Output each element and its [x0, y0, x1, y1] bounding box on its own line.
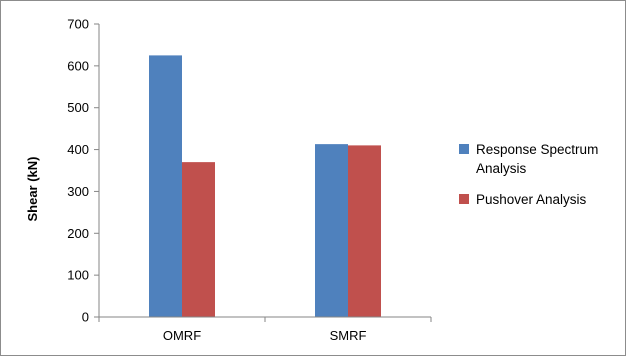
x-axis: OMRF SMRF: [98, 316, 432, 343]
bar-pushover-analysis-omrf: [182, 162, 215, 317]
y-tick-label: 400: [67, 142, 89, 157]
x-tick-label: SMRF: [330, 328, 367, 343]
y-axis-title: Shear (kN): [25, 156, 40, 221]
x-tick-label: OMRF: [163, 328, 201, 343]
legend-label: Response Spectrum: [476, 142, 598, 157]
y-tick-label: 600: [67, 58, 89, 73]
legend: Response Spectrum Analysis Pushover Analys…: [459, 142, 598, 207]
y-tick-label: 500: [67, 100, 89, 115]
y-axis: 0 100 200 300 400 500 600 700: [67, 17, 100, 325]
y-tick-label: 0: [82, 310, 89, 325]
bar-pushover-analysis-smrf: [348, 145, 381, 317]
y-tick-label: 100: [67, 268, 89, 283]
bars: [149, 55, 381, 318]
legend-swatch: [459, 194, 469, 204]
y-tick-label: 700: [67, 17, 89, 32]
y-axis-title-group: Shear (kN): [25, 156, 40, 221]
legend-item: Pushover Analysis: [459, 192, 587, 207]
legend-label: Analysis: [476, 161, 527, 176]
y-tick-label: 300: [67, 184, 89, 199]
bar-response-spectrum-analysis-omrf: [149, 55, 182, 318]
bar-response-spectrum-analysis-smrf: [315, 144, 348, 317]
legend-swatch: [459, 144, 469, 154]
legend-item: Response Spectrum Analysis: [459, 142, 598, 176]
y-tick-label: 200: [67, 226, 89, 241]
legend-label: Pushover Analysis: [476, 192, 587, 207]
